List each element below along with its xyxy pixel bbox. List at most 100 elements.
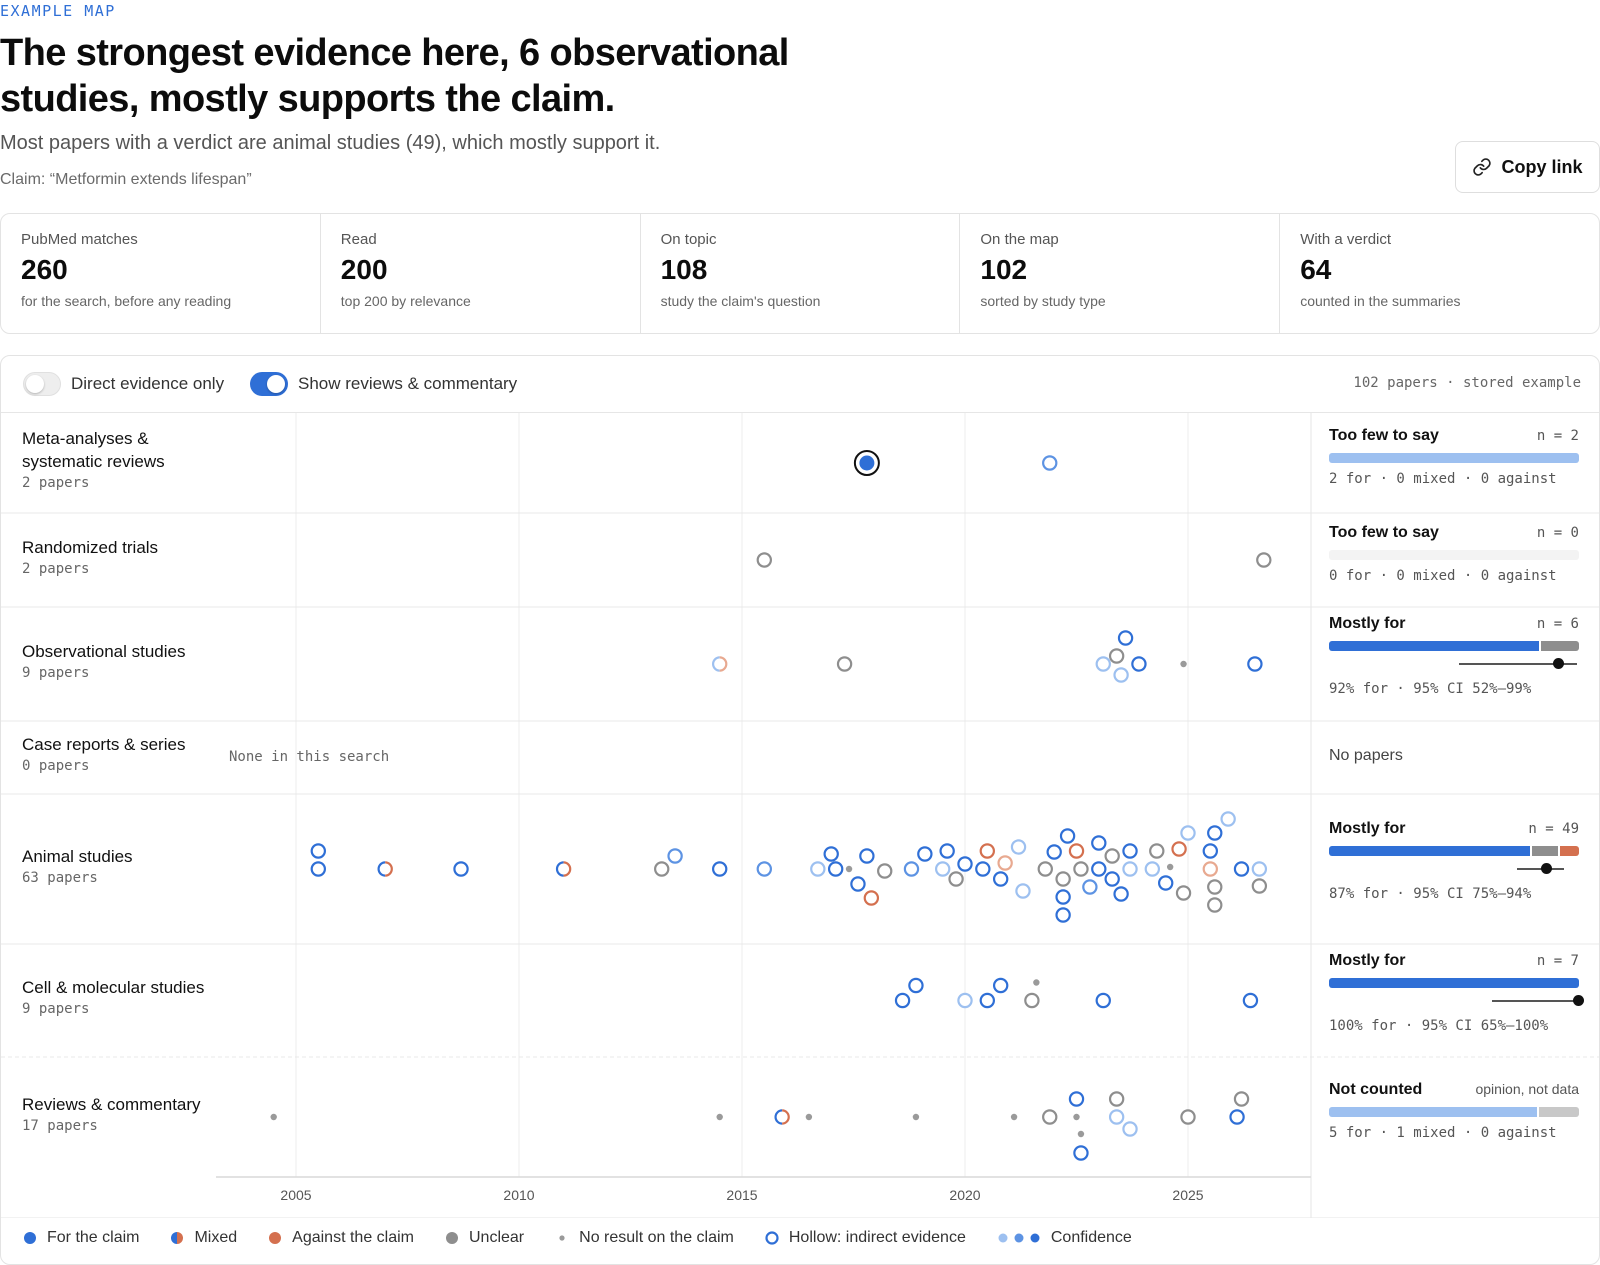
paper-point-for[interactable] <box>1059 828 1076 844</box>
paper-point-for[interactable] <box>908 977 924 994</box>
paper-point-for[interactable] <box>1113 667 1129 683</box>
paper-point-unclear[interactable] <box>1175 885 1192 901</box>
paper-point-unclear[interactable] <box>1233 1091 1250 1107</box>
paper-point-unclear[interactable] <box>1042 1109 1058 1125</box>
paper-point-for[interactable] <box>1122 861 1138 877</box>
paper-point-for[interactable] <box>1157 875 1174 891</box>
paper-point-for[interactable] <box>1095 992 1111 1009</box>
paper-point-for[interactable] <box>903 861 920 877</box>
paper-point-unclear[interactable] <box>756 552 773 568</box>
paper-point-for[interactable] <box>1104 871 1120 887</box>
paper-point-for[interactable] <box>823 846 839 862</box>
paper-point-unclear[interactable] <box>1256 552 1272 568</box>
paper-point-unclear[interactable] <box>1104 848 1120 864</box>
paper-point-for[interactable] <box>1242 992 1259 1009</box>
show-reviews-toggle[interactable]: Show reviews & commentary <box>250 372 517 396</box>
paper-point-for[interactable] <box>1068 1091 1085 1107</box>
direct-evidence-toggle[interactable]: Direct evidence only <box>23 372 224 396</box>
paper-point-against[interactable] <box>997 855 1013 871</box>
paper-point-for[interactable] <box>917 846 933 862</box>
paper-point-unclear[interactable] <box>1207 897 1223 913</box>
paper-point-against[interactable] <box>979 843 996 859</box>
paper-point-unclear[interactable] <box>1108 648 1125 664</box>
paper-point-for[interactable] <box>975 861 991 877</box>
copy-link-button[interactable]: Copy link <box>1455 141 1600 193</box>
paper-point-none[interactable] <box>845 865 853 873</box>
paper-point-for[interactable] <box>1131 656 1147 672</box>
paper-point-for[interactable] <box>1247 656 1263 672</box>
paper-point-for[interactable] <box>310 861 326 877</box>
paper-point-for[interactable] <box>957 856 973 872</box>
paper-point-for[interactable] <box>1055 889 1071 905</box>
paper-point-for[interactable] <box>1010 839 1027 855</box>
paper-point-for[interactable] <box>1095 656 1111 672</box>
paper-point-against[interactable] <box>863 890 880 906</box>
paper-point-for[interactable] <box>453 861 469 877</box>
paper-point-for[interactable] <box>1073 1145 1089 1161</box>
paper-point-for[interactable] <box>756 861 773 877</box>
paper-point-unclear[interactable] <box>1073 861 1089 877</box>
paper-point-against[interactable] <box>1068 843 1085 859</box>
paper-point-for[interactable] <box>1122 843 1138 859</box>
paper-point-mixed[interactable] <box>555 861 572 877</box>
paper-point-for[interactable] <box>979 992 996 1009</box>
paper-point-for[interactable] <box>853 450 880 476</box>
paper-point-unclear[interactable] <box>1055 871 1071 887</box>
paper-point-against[interactable] <box>1202 861 1219 877</box>
direct-evidence-switch[interactable] <box>23 372 61 396</box>
paper-point-none[interactable] <box>1166 863 1174 871</box>
paper-point-for[interactable] <box>310 843 326 859</box>
paper-point-for[interactable] <box>1042 455 1058 471</box>
paper-point-for[interactable] <box>992 871 1009 887</box>
paper-point-for[interactable] <box>1055 907 1071 923</box>
paper-point-for[interactable] <box>1122 1121 1138 1137</box>
paper-point-unclear[interactable] <box>877 863 893 879</box>
paper-point-none[interactable] <box>912 1113 920 1121</box>
paper-point-for[interactable] <box>1091 861 1107 877</box>
paper-point-mixed[interactable] <box>377 861 393 877</box>
paper-point-unclear[interactable] <box>948 871 964 887</box>
paper-point-for[interactable] <box>667 848 683 864</box>
paper-point-none[interactable] <box>1180 660 1187 668</box>
paper-point-for[interactable] <box>1180 825 1196 841</box>
paper-point-none[interactable] <box>270 1113 277 1121</box>
paper-point-none[interactable] <box>805 1113 813 1121</box>
paper-point-for[interactable] <box>992 977 1009 994</box>
paper-point-for[interactable] <box>1015 883 1031 899</box>
paper-point-for[interactable] <box>1144 861 1161 877</box>
paper-point-unclear[interactable] <box>654 861 670 877</box>
paper-point-unclear[interactable] <box>1251 878 1268 894</box>
paper-point-mixed[interactable] <box>712 656 728 672</box>
paper-point-for[interactable] <box>810 861 826 877</box>
paper-point-for[interactable] <box>1108 1109 1125 1125</box>
paper-point-against[interactable] <box>1171 841 1187 857</box>
paper-point-for[interactable] <box>935 861 951 877</box>
paper-point-none[interactable] <box>1077 1130 1085 1138</box>
paper-point-for[interactable] <box>1113 886 1129 902</box>
paper-point-for[interactable] <box>827 861 844 877</box>
paper-point-unclear[interactable] <box>1108 1091 1125 1107</box>
paper-point-for[interactable] <box>1220 811 1236 827</box>
show-reviews-switch[interactable] <box>250 372 288 396</box>
paper-point-for[interactable] <box>1082 879 1098 895</box>
paper-point-unclear[interactable] <box>1180 1109 1196 1125</box>
paper-point-for[interactable] <box>939 843 955 859</box>
paper-point-unclear[interactable] <box>1024 992 1040 1009</box>
paper-point-for[interactable] <box>859 848 875 864</box>
paper-point-for[interactable] <box>894 992 911 1009</box>
paper-point-for[interactable] <box>957 992 973 1009</box>
paper-point-unclear[interactable] <box>1149 843 1165 859</box>
paper-point-for[interactable] <box>1117 630 1134 646</box>
paper-point-for[interactable] <box>1046 844 1062 860</box>
paper-point-for[interactable] <box>1207 825 1223 841</box>
paper-point-for[interactable] <box>712 861 728 877</box>
paper-point-unclear[interactable] <box>1037 861 1053 877</box>
paper-point-for[interactable] <box>1251 861 1268 877</box>
paper-point-none[interactable] <box>716 1113 723 1121</box>
paper-point-none[interactable] <box>1010 1113 1018 1121</box>
paper-point-none[interactable] <box>1033 979 1040 986</box>
paper-point-unclear[interactable] <box>836 656 853 672</box>
paper-point-mixed[interactable] <box>774 1109 790 1125</box>
paper-point-for[interactable] <box>1233 861 1250 877</box>
paper-point-for[interactable] <box>1202 843 1219 859</box>
